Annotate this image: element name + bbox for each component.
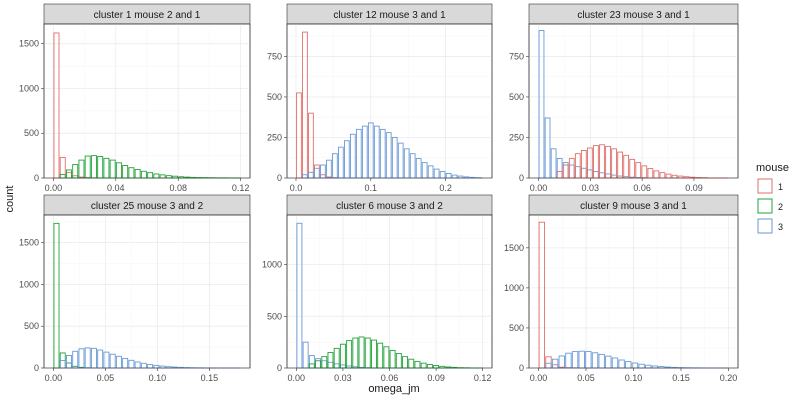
y-tick-label: 1000: [19, 83, 39, 93]
x-tick-label: 0.15: [201, 373, 219, 383]
legend-item: 2: [757, 198, 783, 214]
x-tick-label: 0.00: [530, 373, 548, 383]
legend-key: [757, 178, 773, 194]
x-tick-label: 0.03: [334, 373, 352, 383]
y-tick-label: 250: [509, 132, 524, 142]
y-tick-label: 500: [24, 321, 39, 331]
axes: 0.00 0.03 0.06 0.09 0 250 500 750: [509, 51, 703, 193]
y-tick-label: 1500: [504, 243, 524, 253]
y-tick-label: 1500: [19, 238, 39, 248]
facet-title: cluster 12 mouse 3 and 1: [333, 10, 446, 21]
y-tick-label: 500: [267, 311, 282, 321]
y-tick-label: 1000: [504, 283, 524, 293]
y-tick-label: 500: [267, 92, 282, 102]
y-axis-title: count: [4, 186, 16, 213]
facet-title: cluster 6 mouse 3 and 2: [336, 201, 443, 212]
x-tick-label: 0.00: [288, 373, 306, 383]
y-tick-label: 1000: [262, 260, 282, 270]
panel-background: [528, 23, 739, 179]
facet-panels: cluster 1 mouse 2 and 10.00 0.04 0.08 0.120…: [19, 3, 739, 383]
panel-background: [43, 214, 251, 369]
legend-title: mouse: [756, 162, 789, 174]
x-tick-label: 0.06: [381, 373, 399, 383]
legend-key: [757, 218, 773, 234]
y-tick-label: 1500: [19, 39, 39, 49]
y-tick-label: 500: [509, 92, 524, 102]
x-tick-label: 0.04: [107, 183, 125, 193]
legend-label: 2: [778, 202, 783, 212]
x-axis-title: omega_jm: [368, 383, 419, 395]
x-tick-label: 0.2: [439, 183, 452, 193]
x-tick-label: 0.10: [625, 373, 643, 383]
facet-title: cluster 1 mouse 2 and 1: [94, 10, 201, 21]
facet-title: cluster 25 mouse 3 and 2: [91, 201, 204, 212]
x-tick-label: 0.05: [97, 373, 115, 383]
facet-title: cluster 9 mouse 3 and 1: [580, 201, 687, 212]
y-tick-label: 0: [34, 363, 39, 373]
panel-border: [43, 23, 251, 179]
x-tick-label: 0.0: [290, 183, 303, 193]
facet-panel: cluster 25 mouse 3 and 2 0.00 0.05 0.10 0.15…: [19, 194, 251, 383]
x-tick-label: 0.20: [720, 373, 738, 383]
y-tick-label: 0: [277, 173, 282, 183]
panel-border: [43, 214, 251, 369]
x-tick-label: 0.03: [582, 183, 600, 193]
legend-label: 1: [778, 182, 783, 192]
x-tick-label: 0.10: [149, 373, 167, 383]
facet-panel: cluster 12 mouse 3 and 1 0.0 0.1 0.2 0 250 500…: [267, 3, 493, 193]
x-tick-label: 0.15: [672, 373, 690, 383]
x-tick-label: 0.1: [365, 183, 378, 193]
x-tick-label: 0.00: [530, 183, 548, 193]
y-tick-label: 750: [267, 51, 282, 61]
axes: 0.00 0.04 0.08 0.12 0 500 1000 1500: [19, 39, 249, 193]
y-tick-label: 500: [509, 323, 524, 333]
axes: 0.00 0.03 0.06 0.09 0.12 0 500 1000: [262, 260, 491, 383]
y-tick-label: 500: [24, 128, 39, 138]
x-tick-label: 0.08: [169, 183, 187, 193]
facet-panel: cluster 6 mouse 3 and 20.00 0.03 0.06 0.09 0…: [262, 194, 493, 383]
y-tick-label: 250: [267, 132, 282, 142]
axes: 0.00 0.05 0.10 0.15 0 500 1000 1500: [19, 238, 218, 383]
y-tick-label: 750: [509, 51, 524, 61]
panel-border: [528, 23, 739, 179]
x-tick-label: 0.09: [427, 373, 445, 383]
y-tick-label: 0: [277, 363, 282, 373]
facet-panel: cluster 23 mouse 3 and 1 0.00 0.03 0.06 0.09…: [509, 3, 739, 193]
y-tick-label: 0: [34, 173, 39, 183]
y-tick-label: 0: [519, 173, 524, 183]
x-tick-label: 0.09: [685, 183, 703, 193]
y-tick-label: 1000: [19, 279, 39, 289]
legend-item: 1: [757, 178, 783, 194]
x-tick-label: 0.12: [474, 373, 492, 383]
axes: 0.00 0.05 0.10 0.15 0.20 0 500 1000 1500: [504, 243, 737, 383]
facet-panel: cluster 9 mouse 3 and 10.00 0.05 0.10 0.15 0…: [504, 194, 739, 383]
panel-background: [286, 23, 493, 179]
x-tick-label: 0.00: [45, 183, 63, 193]
axes: 0.0 0.1 0.2 0 250 500 750: [267, 51, 452, 193]
panel-border: [286, 23, 493, 179]
x-tick-label: 0.05: [577, 373, 595, 383]
facet-title: cluster 23 mouse 3 and 1: [577, 10, 690, 21]
legend: mouse 1 2 3: [756, 162, 789, 234]
facet-panel: cluster 1 mouse 2 and 10.00 0.04 0.08 0.120…: [19, 3, 251, 193]
y-tick-label: 0: [519, 363, 524, 373]
x-tick-label: 0.06: [633, 183, 651, 193]
legend-key: [757, 198, 773, 214]
x-tick-label: 0.00: [45, 373, 63, 383]
x-tick-label: 0.12: [232, 183, 250, 193]
legend-label: 3: [778, 222, 783, 232]
legend-item: 3: [757, 218, 783, 234]
